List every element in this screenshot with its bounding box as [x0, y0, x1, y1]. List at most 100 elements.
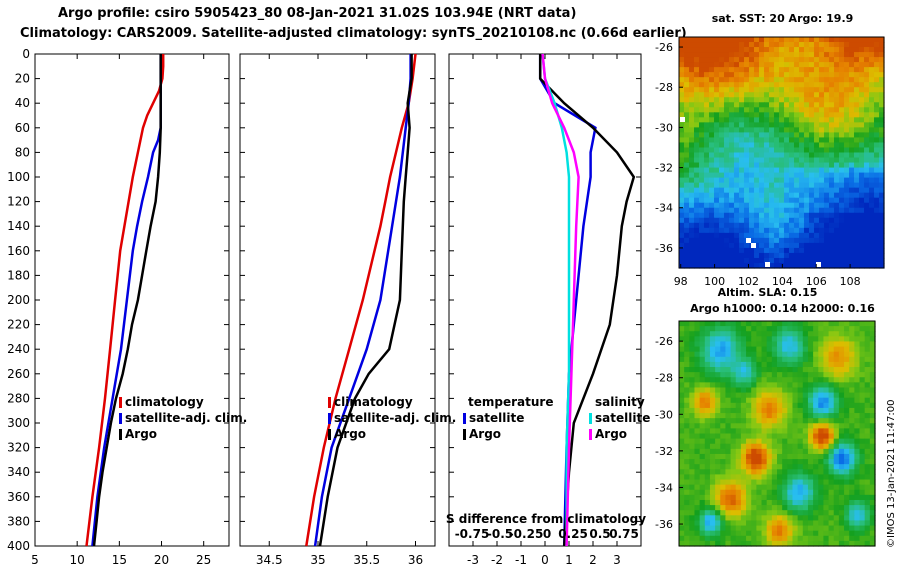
sla-cell — [854, 397, 861, 404]
sla-cell — [818, 341, 825, 348]
sla-cell — [869, 520, 876, 527]
sla-cell — [766, 479, 773, 486]
sst-cell — [699, 87, 705, 93]
sla-cell — [709, 377, 716, 383]
sst-cell — [834, 152, 840, 159]
sst-cell — [734, 102, 740, 108]
sst-cell — [839, 177, 845, 184]
sst-cell — [694, 227, 700, 234]
sla-cell — [751, 423, 757, 429]
sla-cell — [823, 336, 830, 343]
sla-cell — [746, 367, 752, 373]
sst-cell — [719, 42, 725, 48]
sla-cell — [709, 351, 716, 358]
sla-cell — [833, 505, 840, 511]
sst-cell — [869, 142, 875, 149]
sst-cell — [869, 67, 875, 73]
sla-cell — [813, 479, 819, 486]
sla-cell — [859, 453, 866, 460]
sla-cell — [725, 540, 732, 547]
sla-cell — [730, 525, 737, 532]
sst-cell — [879, 237, 885, 244]
sla-cell — [720, 464, 727, 470]
sla-cell — [715, 361, 721, 368]
sst-cell — [704, 97, 710, 103]
sst-cell — [869, 127, 875, 134]
sst-cell — [689, 97, 695, 103]
sla-cell — [720, 387, 727, 394]
sla-cell — [715, 346, 721, 353]
sla-cell — [715, 443, 721, 450]
sst-cell — [864, 257, 870, 264]
sla-cell — [689, 321, 696, 327]
sla-cell — [802, 505, 809, 511]
sst-cell — [709, 112, 715, 118]
sla-cell — [838, 402, 845, 409]
sst-cell — [734, 232, 740, 239]
sst-cell — [784, 212, 790, 219]
sst-cell — [729, 132, 735, 139]
sst-cell — [759, 257, 765, 264]
sst-cell — [769, 232, 775, 239]
sla-cell — [838, 525, 845, 532]
sla-cell — [807, 484, 814, 491]
legend-label: salinity — [595, 395, 645, 409]
sla-cell — [859, 372, 866, 378]
sla-cell — [869, 372, 876, 378]
sst-cell — [709, 197, 715, 204]
sla-cell — [715, 397, 721, 404]
sst-cell — [699, 172, 705, 179]
sst-cell — [864, 112, 870, 118]
sst-cell — [754, 132, 760, 139]
sla-cell — [828, 367, 835, 373]
sla-cell — [699, 326, 706, 332]
sla-cell — [807, 499, 814, 506]
sst-y-tick-label: -36 — [655, 242, 673, 255]
sst-cell — [854, 257, 860, 264]
sla-cell — [833, 469, 840, 476]
sla-cell — [704, 505, 711, 511]
sla-cell — [797, 443, 804, 450]
sst-cell — [799, 112, 805, 118]
sla-cell — [735, 407, 742, 414]
sst-cell — [754, 82, 760, 88]
sla-cell — [725, 418, 732, 424]
sla-cell — [725, 464, 732, 470]
sla-cell — [694, 402, 701, 409]
sst-cell — [749, 87, 755, 93]
sla-cell — [782, 510, 788, 516]
sla-cell — [756, 505, 763, 511]
sla-cell — [684, 515, 690, 522]
sst-cell — [839, 212, 845, 219]
sst-cell — [779, 82, 785, 88]
sst-cell — [814, 117, 820, 123]
sla-cell — [684, 326, 690, 332]
sla-cell — [859, 535, 866, 542]
sla-cell — [859, 321, 866, 327]
sst-cell — [689, 152, 695, 159]
sst-cell — [879, 87, 885, 93]
sst-cell — [839, 232, 845, 239]
sst-cell — [869, 122, 875, 128]
sst-cell — [844, 187, 850, 194]
sla-cell — [849, 515, 855, 522]
sst-cell — [739, 87, 745, 93]
sla-cell — [756, 515, 763, 522]
salinity-tick-label: 0.75 — [609, 527, 639, 541]
sst-cell — [879, 212, 885, 219]
sst-cell — [759, 62, 765, 68]
sst-cell — [754, 197, 760, 204]
sst-cell — [779, 97, 785, 103]
sla-cell — [740, 520, 747, 527]
sst-cell — [769, 77, 775, 83]
sst-y-tick-label: -32 — [655, 162, 673, 175]
sla-cell — [684, 489, 690, 496]
sst-cell — [714, 122, 720, 128]
sla-cell — [802, 433, 809, 440]
sst-cell — [879, 242, 885, 249]
sst-cell — [679, 157, 685, 164]
sla-cell — [813, 423, 819, 429]
sst-cell — [859, 167, 865, 174]
sst-cell — [699, 207, 705, 214]
sst-cell — [759, 207, 765, 214]
